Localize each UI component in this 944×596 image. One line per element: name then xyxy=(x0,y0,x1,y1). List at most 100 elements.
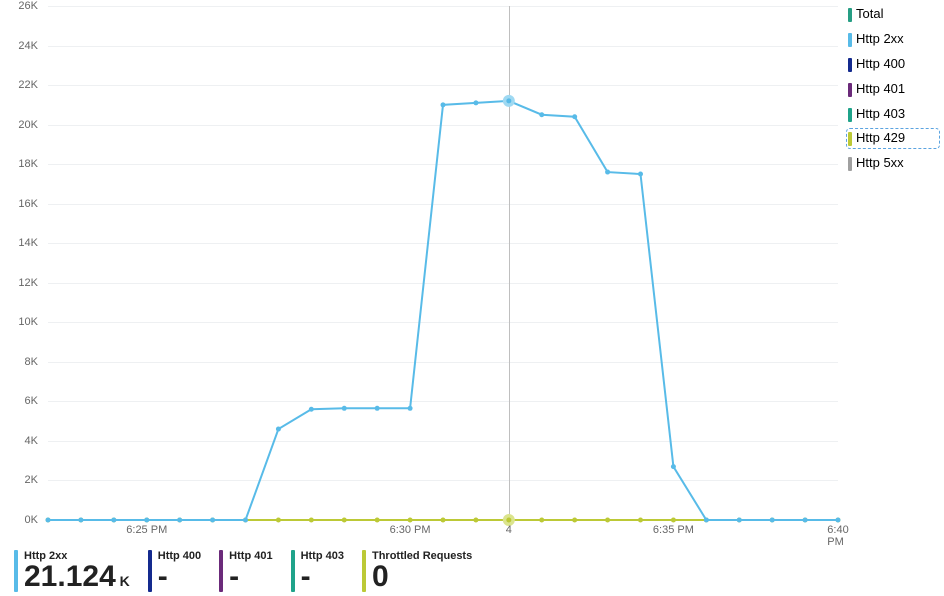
x-tick-label: 6:35 PM xyxy=(653,524,694,536)
legend-swatch xyxy=(848,8,852,22)
series-marker-http429 xyxy=(671,518,676,523)
series-marker-http2xx xyxy=(836,518,841,523)
series-marker-http429 xyxy=(539,518,544,523)
stat-value: - xyxy=(229,562,272,592)
series-marker-http429 xyxy=(473,518,478,523)
stat-card[interactable]: Throttled Requests0 xyxy=(362,550,472,592)
series-marker-http2xx xyxy=(770,518,775,523)
stat-bar xyxy=(362,550,366,592)
stat-bar xyxy=(291,550,295,592)
legend-swatch xyxy=(848,83,852,97)
series-marker-http2xx xyxy=(572,114,577,119)
legend-label: Http 401 xyxy=(856,81,905,98)
legend: Total Http 2xx Http 400 Http 401 Http 403 Htt… xyxy=(842,0,944,546)
chart-svg xyxy=(48,6,838,520)
chart-plot[interactable] xyxy=(48,6,838,520)
legend-label: Total xyxy=(856,6,883,23)
stat-card[interactable]: Http 403- xyxy=(291,550,344,592)
series-marker-http2xx xyxy=(46,518,51,523)
y-axis: 0K2K4K6K8K10K12K14K16K18K20K22K24K26K xyxy=(0,6,44,520)
legend-swatch xyxy=(848,108,852,122)
stat-bar xyxy=(14,550,18,592)
series-marker-http2xx xyxy=(342,406,347,411)
stat-value: - xyxy=(301,562,344,592)
series-line-http2xx xyxy=(48,101,838,520)
y-tick-label: 12K xyxy=(18,277,38,289)
y-tick-label: 24K xyxy=(18,40,38,52)
series-marker-http429 xyxy=(408,518,413,523)
series-marker-http2xx xyxy=(441,102,446,107)
series-marker-http2xx xyxy=(539,112,544,117)
series-marker-http429 xyxy=(605,518,610,523)
series-marker-http429 xyxy=(506,518,511,523)
series-marker-http429 xyxy=(638,518,643,523)
legend-item[interactable]: Http 401 xyxy=(848,81,938,98)
series-marker-http2xx xyxy=(638,172,643,177)
legend-swatch xyxy=(848,157,852,171)
legend-item[interactable]: Http 429 xyxy=(848,130,938,147)
stat-bar xyxy=(219,550,223,592)
x-tick-label: 6:40 PM xyxy=(827,524,848,548)
legend-label: Http 403 xyxy=(856,106,905,123)
series-marker-http2xx xyxy=(671,464,676,469)
series-marker-http2xx xyxy=(309,407,314,412)
y-tick-label: 26K xyxy=(18,0,38,12)
x-tick-label: 6:25 PM xyxy=(126,524,167,536)
series-marker-http2xx xyxy=(144,518,149,523)
y-tick-label: 6K xyxy=(25,395,38,407)
stats-row: Http 2xx21.124 K Http 400- Http 401- Http 4… xyxy=(0,546,944,596)
legend-item[interactable]: Http 400 xyxy=(848,56,938,73)
y-tick-label: 16K xyxy=(18,198,38,210)
y-tick-label: 22K xyxy=(18,79,38,91)
legend-swatch xyxy=(848,33,852,47)
legend-label: Http 400 xyxy=(856,56,905,73)
series-marker-http429 xyxy=(441,518,446,523)
y-tick-label: 14K xyxy=(18,237,38,249)
series-marker-http2xx xyxy=(506,98,511,103)
x-tick-label: 4 xyxy=(506,524,512,536)
x-tick-label: 6:30 PM xyxy=(390,524,431,536)
stat-value: 0 xyxy=(372,562,472,592)
x-axis: 6:25 PM6:30 PM46:35 PM6:40 PM xyxy=(48,524,838,540)
y-tick-label: 4K xyxy=(25,435,38,447)
series-marker-http2xx xyxy=(737,518,742,523)
legend-item[interactable]: Http 2xx xyxy=(848,31,938,48)
series-marker-http429 xyxy=(309,518,314,523)
series-marker-http2xx xyxy=(276,427,281,432)
series-marker-http2xx xyxy=(210,518,215,523)
y-tick-label: 18K xyxy=(18,158,38,170)
y-tick-label: 20K xyxy=(18,119,38,131)
series-marker-http2xx xyxy=(243,518,248,523)
stat-card[interactable]: Http 401- xyxy=(219,550,272,592)
series-marker-http2xx xyxy=(803,518,808,523)
series-marker-http2xx xyxy=(111,518,116,523)
series-marker-http2xx xyxy=(177,518,182,523)
series-marker-http429 xyxy=(375,518,380,523)
legend-label: Http 5xx xyxy=(856,155,904,172)
series-marker-http429 xyxy=(572,518,577,523)
stat-value: - xyxy=(158,562,201,592)
series-marker-http429 xyxy=(276,518,281,523)
stat-card[interactable]: Http 2xx21.124 K xyxy=(14,550,130,592)
y-tick-label: 8K xyxy=(25,356,38,368)
legend-item[interactable]: Http 5xx xyxy=(848,155,938,172)
series-marker-http2xx xyxy=(704,518,709,523)
series-marker-http2xx xyxy=(375,406,380,411)
series-marker-http2xx xyxy=(605,170,610,175)
legend-label: Http 2xx xyxy=(856,31,904,48)
stat-bar xyxy=(148,550,152,592)
series-marker-http2xx xyxy=(78,518,83,523)
y-tick-label: 10K xyxy=(18,316,38,328)
series-marker-http429 xyxy=(342,518,347,523)
legend-swatch xyxy=(848,58,852,72)
legend-swatch xyxy=(848,132,852,146)
y-tick-label: 2K xyxy=(25,474,38,486)
stat-value: 21.124 K xyxy=(24,562,130,592)
chart-area: 0K 2K 4K 6K 8K 10K 12K 14K 16K 18K 20K 22K 24K 26K 6:… xyxy=(0,0,842,546)
stat-card[interactable]: Http 400- xyxy=(148,550,201,592)
y-tick-label: 0K xyxy=(25,514,38,526)
legend-label: Http 429 xyxy=(856,130,905,147)
legend-item[interactable]: Http 403 xyxy=(848,106,938,123)
legend-item[interactable]: Total xyxy=(848,6,938,23)
series-marker-http2xx xyxy=(473,100,478,105)
